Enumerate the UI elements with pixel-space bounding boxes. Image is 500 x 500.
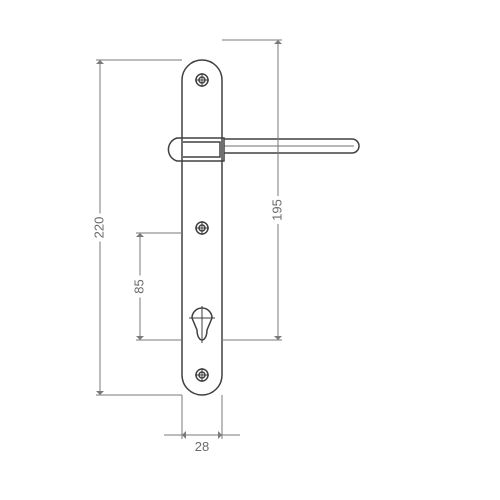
dim-plate-height: 220: [91, 217, 106, 239]
technical-drawing: 220 85 195 28: [0, 0, 500, 500]
dim-screw-cylinder: 85: [131, 279, 146, 293]
dim-plate-width: 28: [195, 439, 209, 454]
dim-handle-cylinder: 195: [269, 199, 284, 221]
